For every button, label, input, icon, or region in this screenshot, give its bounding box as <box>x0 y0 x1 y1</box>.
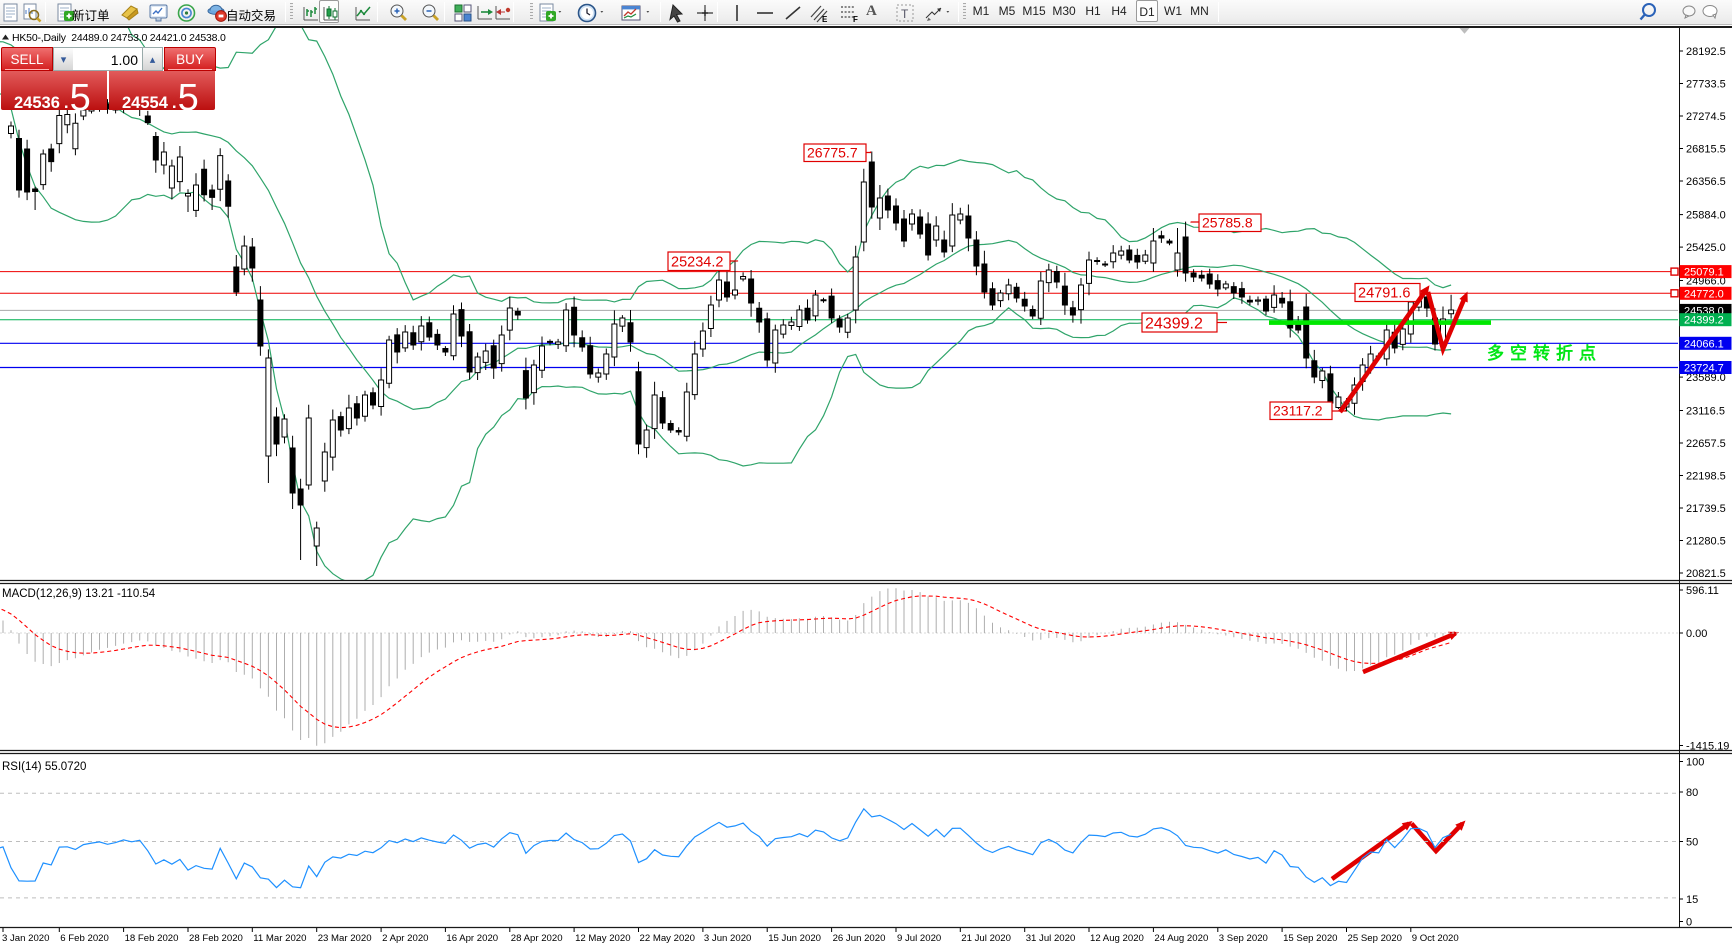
svg-text:23589.0: 23589.0 <box>1686 372 1726 384</box>
svg-text:24791.6: 24791.6 <box>1358 286 1410 302</box>
svg-text:28 Apr 2020: 28 Apr 2020 <box>511 933 563 944</box>
svg-text:23724.7: 23724.7 <box>1684 363 1724 375</box>
svg-text:HK50-,Daily 24489.0 24753.0 2: HK50-,Daily 24489.0 24753.0 24421.0 2453… <box>12 32 226 44</box>
svg-text:27733.5: 27733.5 <box>1686 79 1726 91</box>
svg-text:0.00: 0.00 <box>1686 628 1707 640</box>
svg-text:28192.5: 28192.5 <box>1686 46 1726 58</box>
svg-text:24772.0: 24772.0 <box>1684 288 1724 300</box>
svg-text:23116.5: 23116.5 <box>1686 406 1725 418</box>
svg-text:3 Jan 2020: 3 Jan 2020 <box>2 933 49 944</box>
svg-text:E: E <box>822 15 828 24</box>
svg-text:15 Sep 2020: 15 Sep 2020 <box>1283 933 1337 944</box>
svg-text:26356.5: 26356.5 <box>1686 176 1726 188</box>
svg-text:3 Sep 2020: 3 Sep 2020 <box>1219 933 1268 944</box>
svg-text:T: T <box>901 7 909 21</box>
svg-text:9 Oct 2020: 9 Oct 2020 <box>1412 933 1459 944</box>
svg-text:22198.5: 22198.5 <box>1686 471 1726 483</box>
svg-text:24966.0: 24966.0 <box>1686 276 1726 288</box>
svg-text:31 Jul 2020: 31 Jul 2020 <box>1026 933 1076 944</box>
svg-text:25884.0: 25884.0 <box>1686 210 1726 222</box>
svg-text:15 Jun 2020: 15 Jun 2020 <box>768 933 821 944</box>
svg-text:28 Feb 2020: 28 Feb 2020 <box>189 933 243 944</box>
svg-text:24066.1: 24066.1 <box>1684 338 1724 350</box>
svg-text:18 Feb 2020: 18 Feb 2020 <box>125 933 179 944</box>
svg-text:80: 80 <box>1686 787 1698 799</box>
svg-text:20821.5: 20821.5 <box>1686 568 1726 580</box>
svg-text:26815.5: 26815.5 <box>1686 144 1726 156</box>
svg-text:100: 100 <box>1686 757 1704 769</box>
svg-text:MACD(12,26,9) 13.21 -110.54: MACD(12,26,9) 13.21 -110.54 <box>2 588 156 600</box>
svg-text:多空转折点: 多空转折点 <box>1487 343 1602 363</box>
svg-text:3 Jun 2020: 3 Jun 2020 <box>704 933 751 944</box>
svg-text:RSI(14) 55.0720: RSI(14) 55.0720 <box>2 761 86 773</box>
svg-text:25079.1: 25079.1 <box>1684 267 1724 279</box>
svg-text:26775.7: 26775.7 <box>807 145 858 161</box>
svg-text:23 Mar 2020: 23 Mar 2020 <box>318 933 372 944</box>
svg-text:0: 0 <box>1686 917 1692 929</box>
svg-text:16 Apr 2020: 16 Apr 2020 <box>446 933 498 944</box>
svg-text:25785.8: 25785.8 <box>1202 215 1253 231</box>
svg-text:23117.2: 23117.2 <box>1273 403 1323 419</box>
svg-text:25 Sep 2020: 25 Sep 2020 <box>1348 933 1402 944</box>
svg-text:21280.5: 21280.5 <box>1686 536 1726 548</box>
svg-text:-1415.19: -1415.19 <box>1686 741 1729 753</box>
svg-text:24399.2: 24399.2 <box>1145 316 1203 333</box>
svg-text:21 Jul 2020: 21 Jul 2020 <box>961 933 1011 944</box>
svg-text:22 May 2020: 22 May 2020 <box>640 933 695 944</box>
svg-text:596.11: 596.11 <box>1686 585 1719 597</box>
svg-text:50: 50 <box>1686 837 1698 849</box>
svg-text:9 Jul 2020: 9 Jul 2020 <box>897 933 941 944</box>
svg-text:24 Aug 2020: 24 Aug 2020 <box>1154 933 1208 944</box>
svg-text:22657.5: 22657.5 <box>1686 438 1726 450</box>
svg-text:15: 15 <box>1686 894 1698 906</box>
svg-text:12 Aug 2020: 12 Aug 2020 <box>1090 933 1144 944</box>
svg-text:25234.2: 25234.2 <box>671 255 723 271</box>
svg-text:6 Feb 2020: 6 Feb 2020 <box>60 933 109 944</box>
svg-text:2 Apr 2020: 2 Apr 2020 <box>382 933 428 944</box>
svg-text:27274.5: 27274.5 <box>1686 111 1726 123</box>
svg-text:11 Mar 2020: 11 Mar 2020 <box>253 933 306 944</box>
svg-text:12 May 2020: 12 May 2020 <box>575 933 630 944</box>
svg-text:26 Jun 2020: 26 Jun 2020 <box>833 933 886 944</box>
svg-text:F: F <box>853 15 858 24</box>
svg-text:25425.0: 25425.0 <box>1686 242 1726 254</box>
svg-text:21739.5: 21739.5 <box>1686 503 1726 515</box>
svg-text:24399.2: 24399.2 <box>1684 315 1724 327</box>
